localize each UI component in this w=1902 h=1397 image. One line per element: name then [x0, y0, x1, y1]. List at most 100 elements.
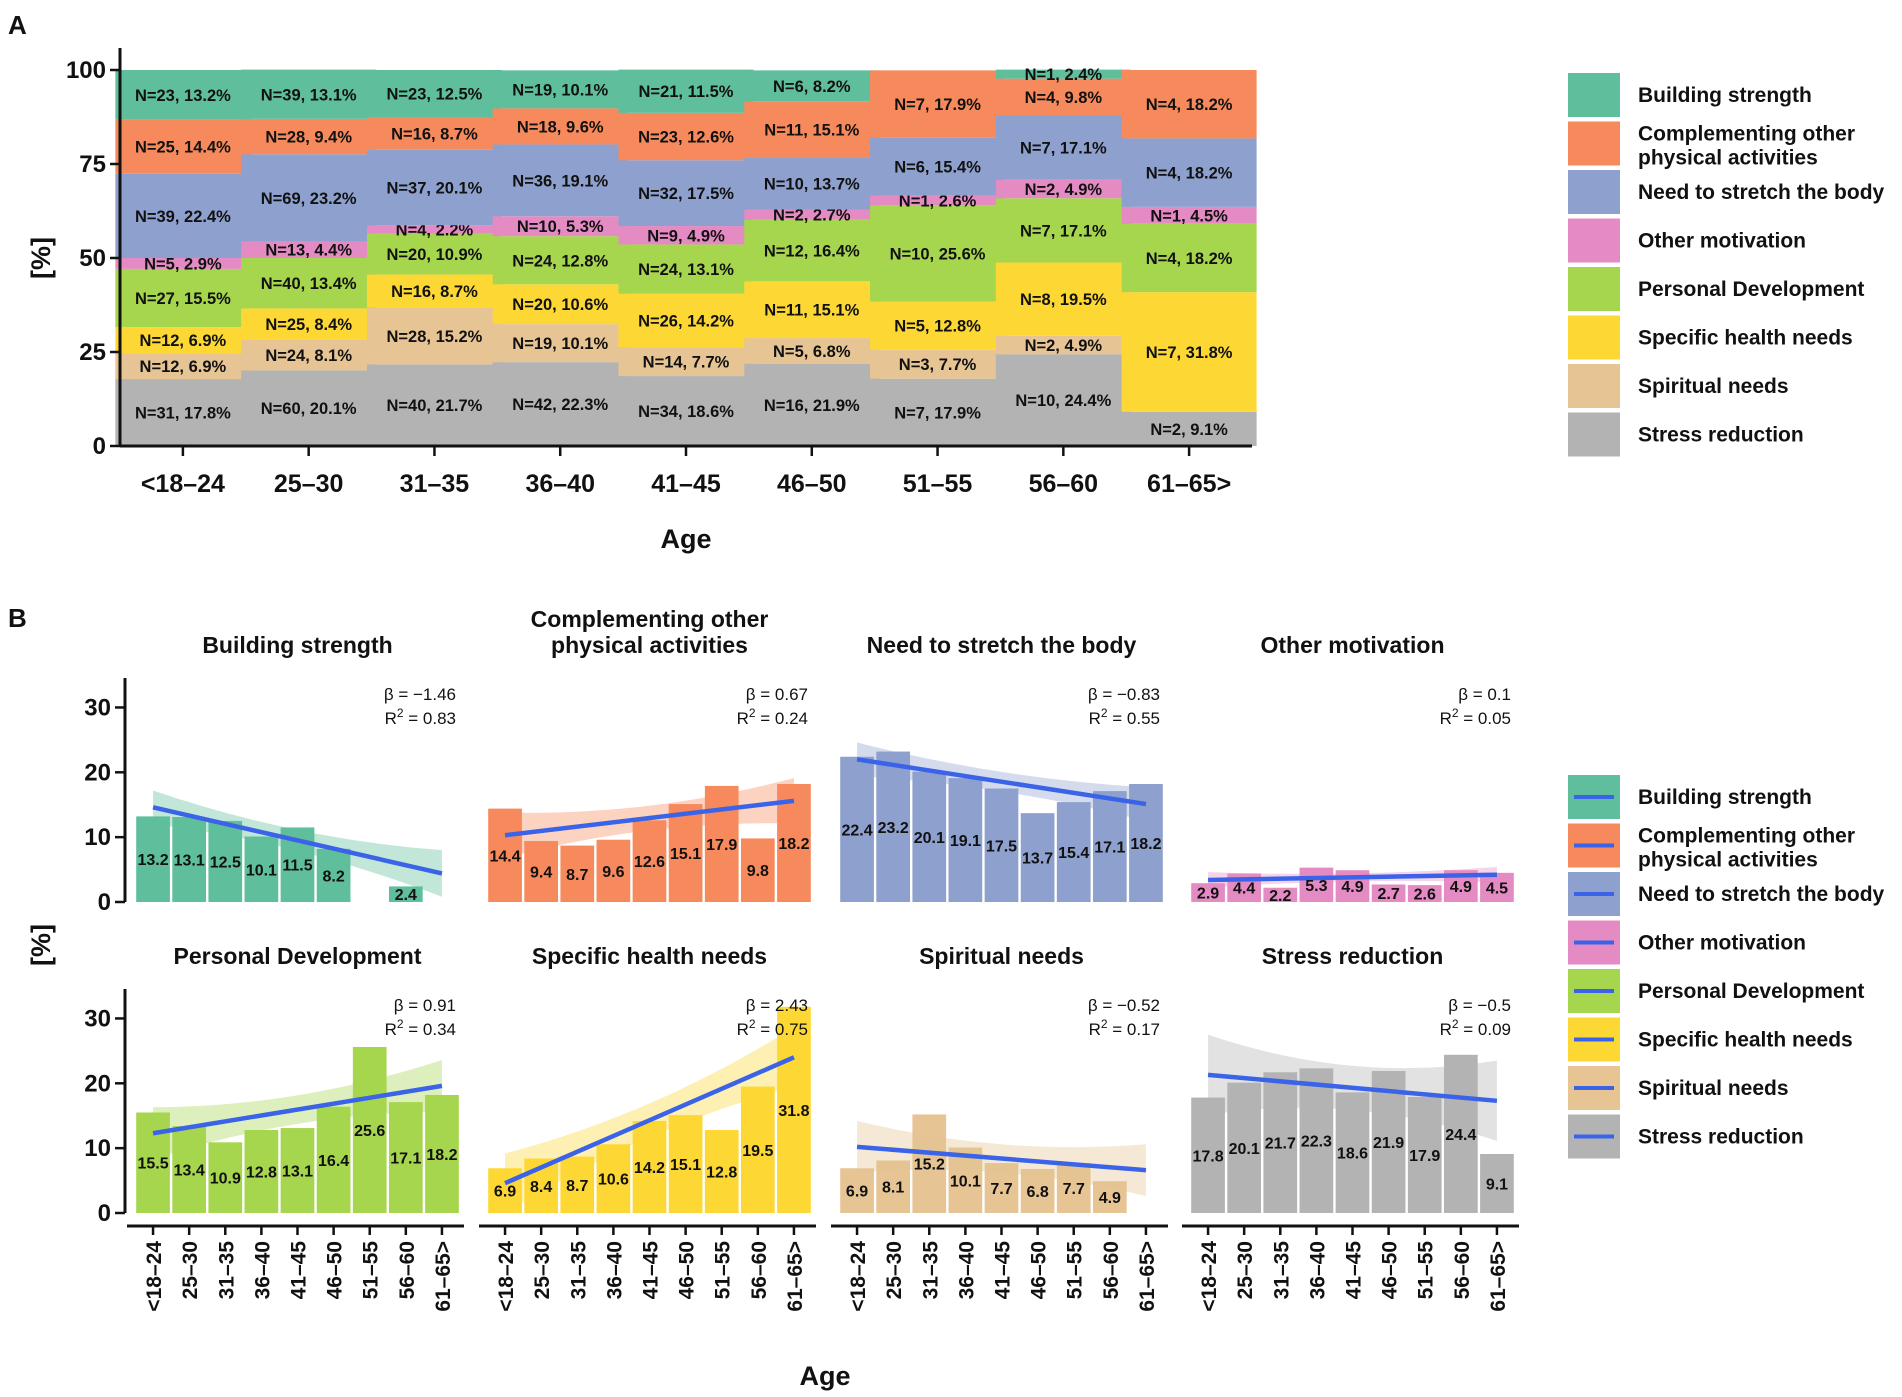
facet-title-complementing-other-physical-activities: physical activities [551, 632, 748, 658]
facet-bar-label-spiritual-needs-46-50: 6.8 [1026, 1184, 1048, 1201]
facet-x-tick-label-56-60: 56–60 [748, 1241, 771, 1299]
segment-label-spiritual-needs-36-40: N=19, 10.1% [512, 335, 608, 353]
stack-segment-stress-reduction-31-35 [366, 364, 502, 446]
segment-label-stress-reduction-31-35: N=40, 21.7% [387, 397, 483, 415]
facet-x-tick-label-31-35: 31–35 [1270, 1241, 1293, 1300]
segment-label-stress-reduction-51-55: N=7, 17.9% [894, 404, 981, 422]
facet-bar-stress-reduction-25-30 [1227, 1082, 1262, 1213]
facet-bar-spiritual-needs-25-30 [876, 1160, 911, 1213]
panel-b-facets: Building strength 13.2 13.1 12.5 10.1 11.5 8.2… [84, 606, 1519, 1312]
facet-bar-label-spiritual-needs-18-24: 6.9 [846, 1184, 868, 1201]
segment-label-building-strength-46-50: N=6, 8.2% [773, 78, 851, 96]
segment-label-complementing-other-physical-activities-36-40: N=18, 9.6% [517, 118, 604, 136]
stack-segment-building-strength-18-24 [115, 70, 251, 120]
facet-bar-label-other-motivation-41-45: 4.9 [1341, 879, 1363, 896]
segment-label-personal-development-31-35: N=20, 10.9% [387, 246, 483, 264]
stack-segment-spiritual-needs-41-45 [618, 347, 754, 377]
panel-b-letter: B [8, 603, 27, 633]
facet-title-other-motivation: Other motivation [1260, 632, 1444, 658]
facet-beta-need-to-stretch-the-body: β = −0.83 [1088, 685, 1160, 704]
segment-label-personal-development-41-45: N=24, 13.1% [638, 261, 734, 279]
facet-bar-label-building-strength-41-45: 11.5 [282, 858, 312, 875]
facet-bar-spiritual-needs-51-55 [1056, 1163, 1091, 1213]
facet-x-tick-label-51-55: 51–55 [1415, 1241, 1438, 1300]
facet-bar-need-to-stretch-the-body-36-40 [948, 778, 983, 902]
stack-segment-spiritual-needs-46-50 [744, 338, 880, 364]
facet-bar-stress-reduction-51-55 [1407, 1096, 1442, 1213]
facet-spiritual-needs: Spiritual needs 6.9 8.1 15.2 10.1 7.7 6.8 7.7 4.… [831, 943, 1168, 1312]
facet-r2-building-strength: R2 = 0.83 [385, 706, 456, 728]
segment-label-specific-health-needs-31-35: N=16, 8.7% [391, 283, 478, 301]
facet-bar-stress-reduction-36-40 [1299, 1068, 1334, 1213]
segment-label-complementing-other-physical-activities-51-55: N=7, 17.9% [894, 96, 981, 114]
facet-bar-label-complementing-other-physical-activities-61-65: 18.2 [778, 836, 809, 853]
legend-label-stress-reduction: Stress reduction [1638, 1126, 1804, 1149]
facet-trend-line-stress-reduction [1207, 1072, 1498, 1104]
facet-bar-personal-development-46-50 [316, 1106, 351, 1213]
segment-label-stress-reduction-61-65: N=2, 9.1% [1150, 421, 1228, 439]
legend-swatch-specific-health-needs [1568, 315, 1620, 360]
stack-segment-complementing-other-physical-activities-31-35 [366, 117, 502, 150]
segment-label-personal-development-46-50: N=12, 16.4% [764, 242, 860, 260]
x-tick-label-36-40: 36–40 [525, 470, 595, 498]
facet-bar-stress-reduction-61-65 [1480, 1153, 1514, 1213]
stack-segment-stress-reduction-51-55 [870, 378, 1006, 446]
facet-x-tick-label-51-55: 51–55 [1064, 1241, 1087, 1300]
facet-bar-need-to-stretch-the-body-31-35 [912, 771, 947, 902]
facet-title-personal-development: Personal Development [174, 943, 422, 969]
segment-label-need-to-stretch-the-body-41-45: N=32, 17.5% [638, 185, 734, 203]
facet-beta-stress-reduction: β = −0.5 [1448, 996, 1511, 1015]
segment-label-spiritual-needs-31-35: N=28, 15.2% [387, 328, 483, 346]
stack-segment-complementing-other-physical-activities-51-55 [870, 70, 1006, 138]
segment-label-need-to-stretch-the-body-36-40: N=36, 19.1% [512, 172, 608, 190]
facet-x-tick-label-56-60: 56–60 [396, 1241, 419, 1299]
legend-label-need-to-stretch-the-body: Need to stretch the body [1638, 181, 1885, 204]
facet-x-tick-label-51-55: 51–55 [360, 1241, 383, 1300]
y-tick-label-0: 0 [93, 433, 106, 460]
facet-bar-specific-health-needs-46-50 [668, 1115, 703, 1213]
stack-segment-need-to-stretch-the-body-31-35 [366, 149, 502, 226]
facet-x-tick-label-18-24: <18–24 [495, 1241, 518, 1312]
facet-bar-label-building-strength-18-24: 13.2 [137, 852, 168, 869]
stack-segment-personal-development-36-40 [492, 236, 628, 285]
segment-label-building-strength-25-30: N=39, 13.1% [261, 86, 357, 104]
segment-label-need-to-stretch-the-body-31-35: N=37, 20.1% [387, 180, 483, 198]
stack-segment-need-to-stretch-the-body-41-45 [618, 160, 754, 227]
facet-x-tick-label-61-65: 61–65> [1487, 1241, 1510, 1312]
segment-label-complementing-other-physical-activities-61-65: N=4, 18.2% [1146, 96, 1233, 114]
facet-bar-building-strength-36-40 [244, 836, 279, 902]
facet-bar-label-complementing-other-physical-activities-51-55: 17.9 [706, 837, 737, 854]
segment-label-need-to-stretch-the-body-25-30: N=69, 23.2% [261, 190, 357, 208]
facet-bar-spiritual-needs-41-45 [984, 1163, 1019, 1213]
facet-confidence-band-building-strength [153, 790, 442, 897]
facet-y-tick-label-10: 10 [84, 824, 111, 851]
facet-y-tick-label-10: 10 [84, 1135, 111, 1162]
facet-trend-line-other-motivation [1208, 872, 1497, 883]
stack-segment-specific-health-needs-46-50 [744, 281, 880, 339]
facet-bar-spiritual-needs-18-24 [840, 1168, 874, 1213]
facet-trend-line-need-to-stretch-the-body [856, 757, 1147, 807]
facet-bar-label-specific-health-needs-61-65: 31.8 [778, 1103, 809, 1120]
facet-x-tick-label-56-60: 56–60 [1451, 1241, 1474, 1299]
stack-segment-other-motivation-41-45 [618, 226, 754, 245]
segment-label-complementing-other-physical-activities-31-35: N=16, 8.7% [391, 125, 478, 143]
facet-bar-other-motivation-36-40 [1299, 867, 1334, 902]
stack-segment-building-strength-56-60 [995, 69, 1131, 79]
facet-bar-label-need-to-stretch-the-body-36-40: 19.1 [950, 833, 981, 850]
segment-label-personal-development-18-24: N=27, 15.5% [135, 290, 231, 308]
facet-bar-spiritual-needs-31-35 [912, 1114, 947, 1213]
segment-label-specific-health-needs-51-55: N=5, 12.8% [894, 318, 981, 336]
facet-y-tick-label-30: 30 [84, 1005, 111, 1032]
facet-bar-label-other-motivation-36-40: 5.3 [1305, 878, 1327, 895]
facet-y-tick-label-30: 30 [84, 694, 111, 721]
legend-label-need-to-stretch-the-body: Need to stretch the body [1638, 883, 1885, 906]
segment-label-other-motivation-46-50: N=2, 2.7% [773, 207, 851, 225]
facet-bar-stress-reduction-31-35 [1263, 1072, 1298, 1213]
y-tick-label-25: 25 [79, 339, 106, 366]
legend-label-spiritual-needs: Spiritual needs [1638, 375, 1789, 398]
facet-bar-label-need-to-stretch-the-body-25-30: 23.2 [878, 820, 909, 837]
facet-r2-stress-reduction: R2 = 0.09 [1440, 1017, 1511, 1039]
panel-b-faceted-bar-charts: Building strength 13.2 13.1 12.5 10.1 11.5 8.2… [26, 606, 1519, 1391]
facet-bar-label-specific-health-needs-36-40: 10.6 [598, 1172, 629, 1189]
